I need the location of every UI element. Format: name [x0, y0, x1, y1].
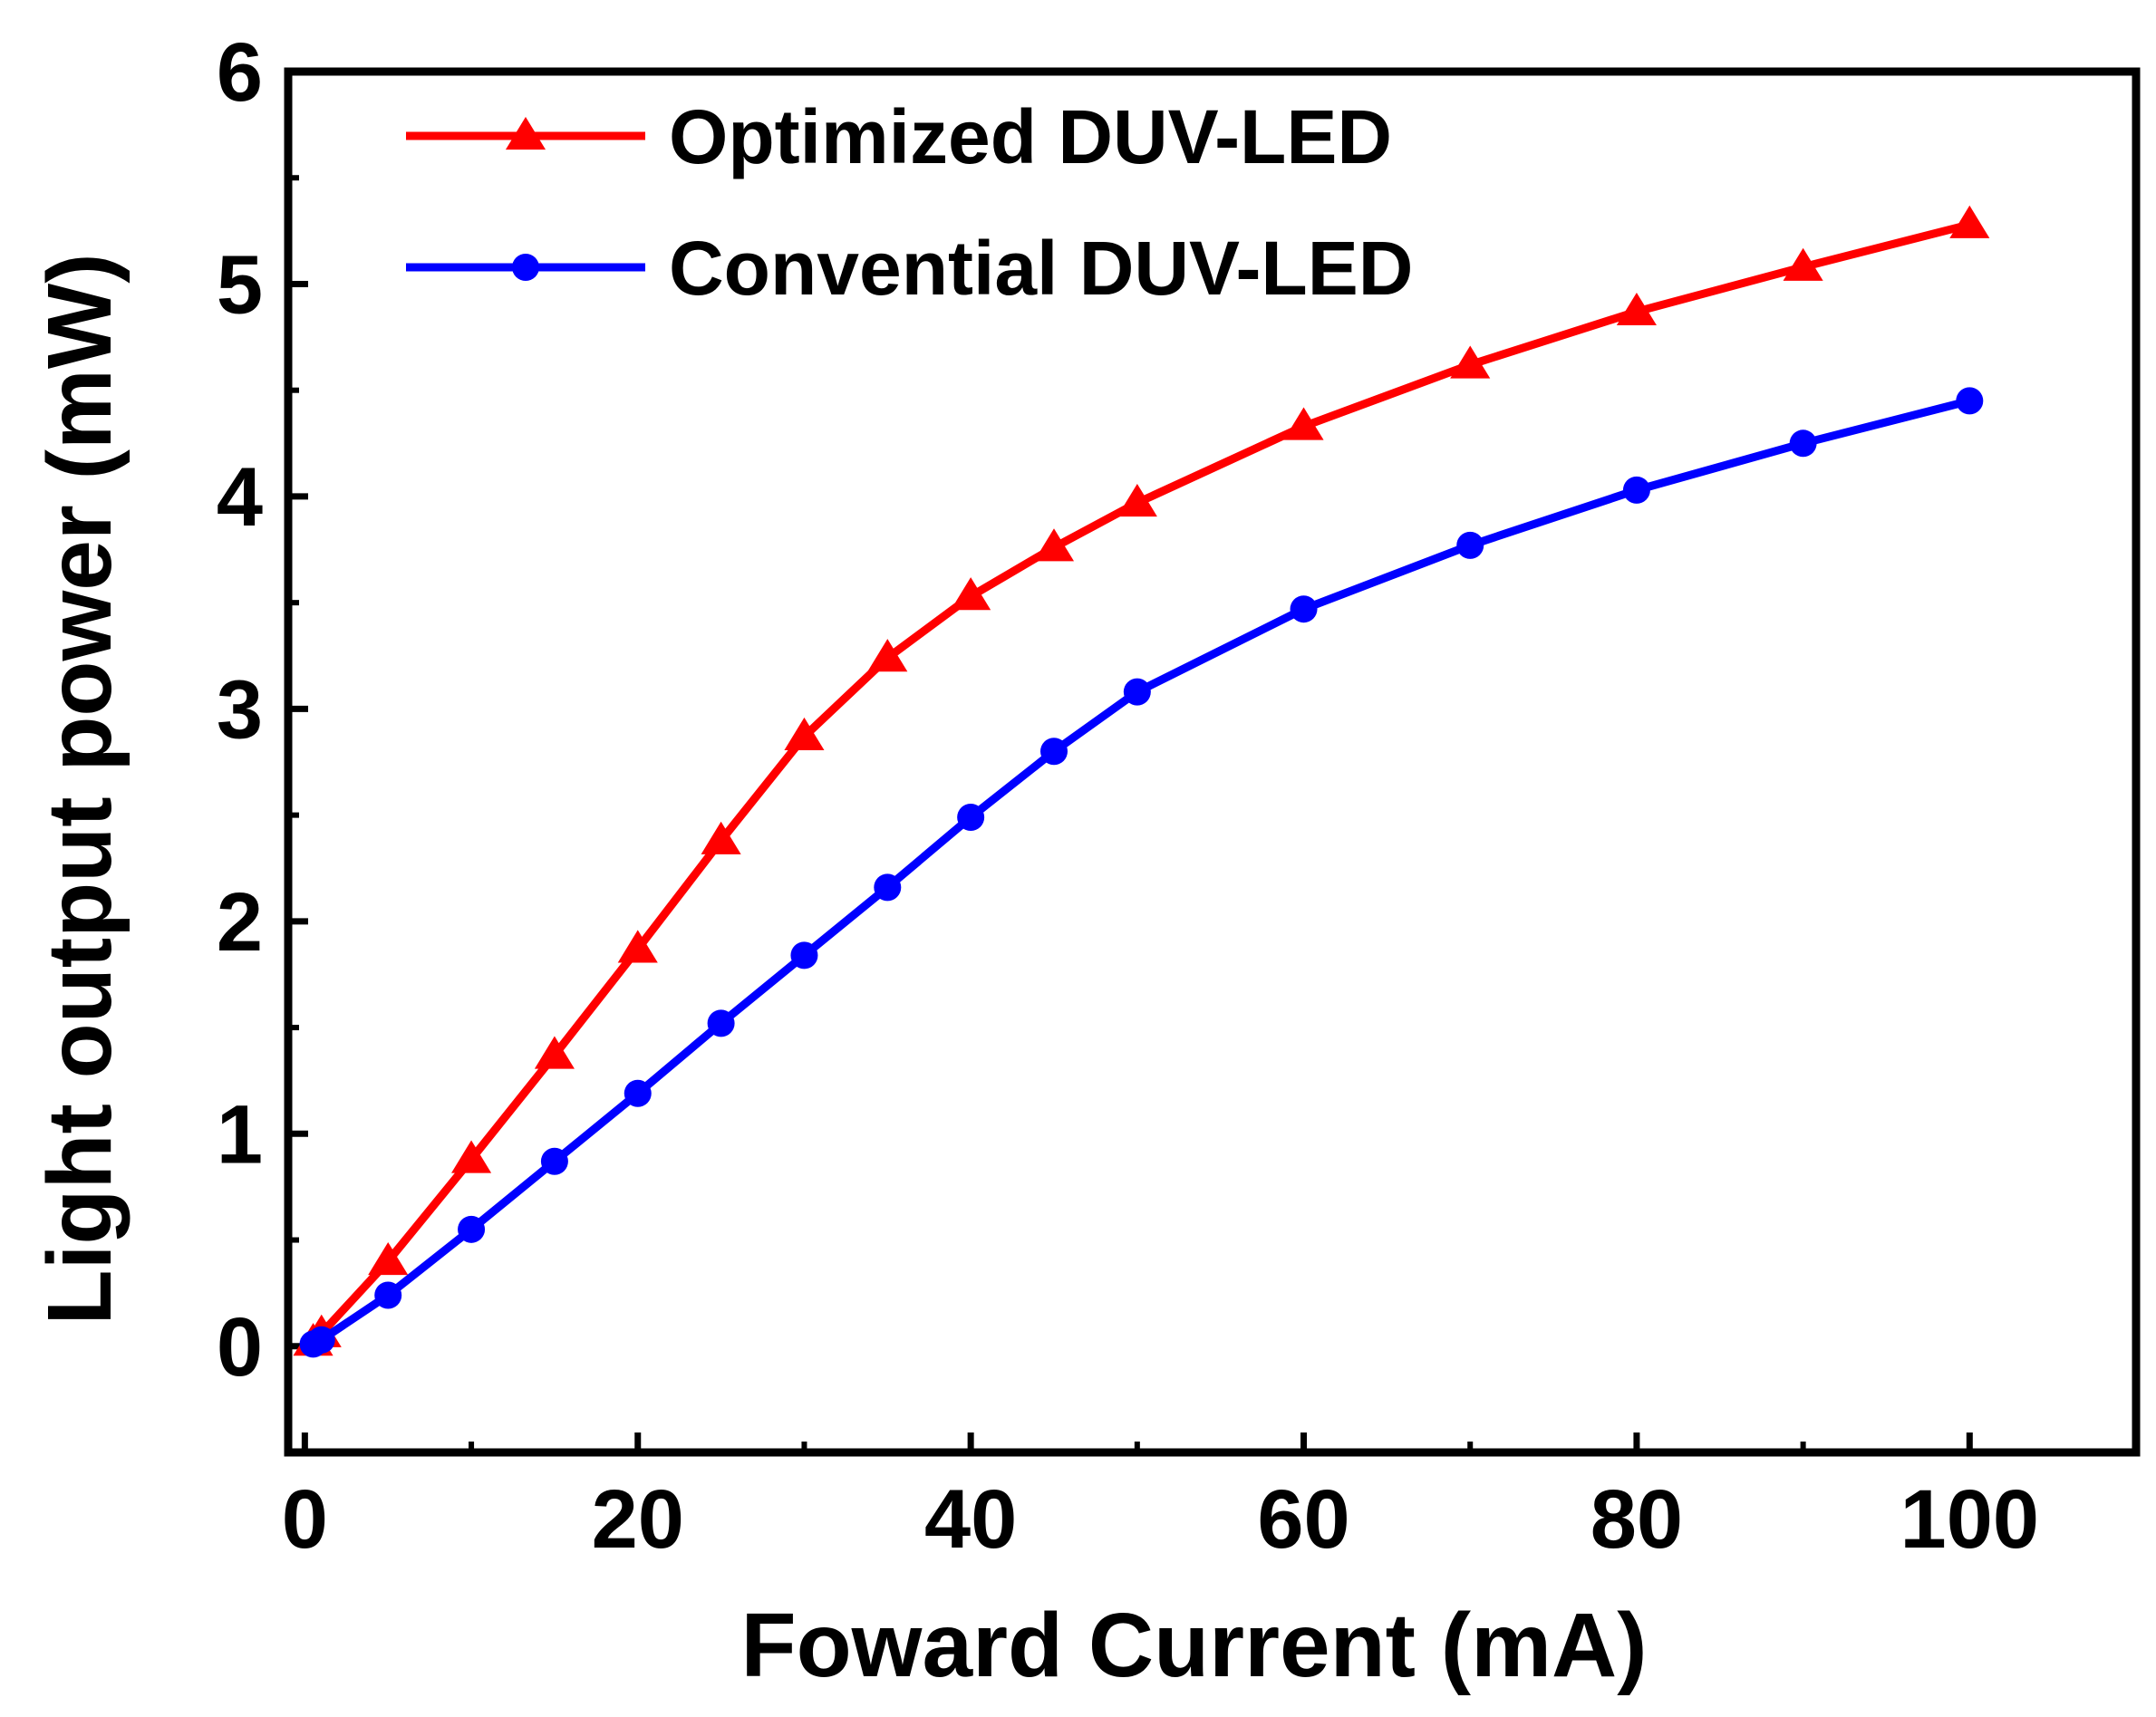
data-point: [1616, 292, 1657, 326]
y-tick-label: 5: [217, 238, 263, 331]
data-point: [368, 1241, 409, 1276]
data-point: [1956, 387, 1984, 415]
series-layer: [293, 205, 1990, 1358]
data-point: [451, 1140, 492, 1173]
data-point: [1039, 738, 1068, 766]
y-axis-ticks: 0 1 2 3 4 5 6: [217, 26, 308, 1394]
data-point: [1117, 483, 1157, 517]
data-point: [784, 717, 825, 750]
legend-marker: [505, 117, 546, 150]
data-point: [1622, 476, 1650, 504]
data-point: [1450, 345, 1491, 379]
data-point: [307, 1326, 335, 1354]
data-point: [1283, 407, 1324, 440]
data-point: [1123, 678, 1151, 706]
x-tick-label: 40: [924, 1473, 1017, 1566]
x-tick-label: 100: [1900, 1473, 2040, 1566]
data-point: [624, 1079, 652, 1107]
data-point: [1949, 205, 1990, 238]
x-tick-label: 60: [1257, 1473, 1349, 1566]
data-point: [1290, 595, 1318, 623]
x-axis-ticks: 0 20 40 60 80 100: [282, 1432, 2139, 1566]
series-line: [309, 396, 1974, 1348]
x-tick-label: 80: [1590, 1473, 1683, 1566]
y-tick-label: 6: [217, 26, 263, 119]
legend-label: Optimized DUV-LED: [669, 94, 1392, 179]
data-point: [458, 1215, 486, 1243]
series-optimized: [293, 205, 1990, 1356]
plot-frame: [284, 67, 2141, 1457]
y-tick-label: 3: [217, 663, 263, 756]
data-point: [951, 577, 991, 611]
y-tick-label: 1: [217, 1088, 263, 1181]
data-point: [874, 873, 902, 902]
y-axis-title: Light output power (mW): [29, 253, 131, 1325]
y-tick-label: 4: [217, 451, 263, 544]
x-axis-title: Foward Current (mA): [741, 1595, 1648, 1696]
data-point: [540, 1147, 568, 1175]
series-convential: [299, 387, 1984, 1358]
y-tick-label: 0: [217, 1301, 263, 1394]
data-point: [1033, 528, 1075, 562]
data-point: [707, 1009, 735, 1037]
data-point: [957, 803, 985, 831]
data-point: [790, 941, 818, 969]
legend: Optimized DUV-LED Convential DUV-LED: [406, 94, 1413, 311]
data-point: [1456, 531, 1484, 559]
data-point: [1789, 429, 1817, 458]
data-point: [374, 1281, 402, 1309]
x-tick-label: 0: [282, 1473, 328, 1566]
y-tick-label: 2: [217, 876, 263, 969]
data-point: [867, 639, 908, 672]
data-point: [534, 1036, 575, 1069]
legend-label: Convential DUV-LED: [669, 226, 1413, 311]
data-point: [701, 821, 741, 854]
x-tick-label: 20: [592, 1473, 684, 1566]
data-point: [617, 930, 658, 963]
legend-marker: [512, 254, 539, 281]
data-point: [1783, 247, 1823, 281]
series-line: [309, 220, 1974, 1346]
